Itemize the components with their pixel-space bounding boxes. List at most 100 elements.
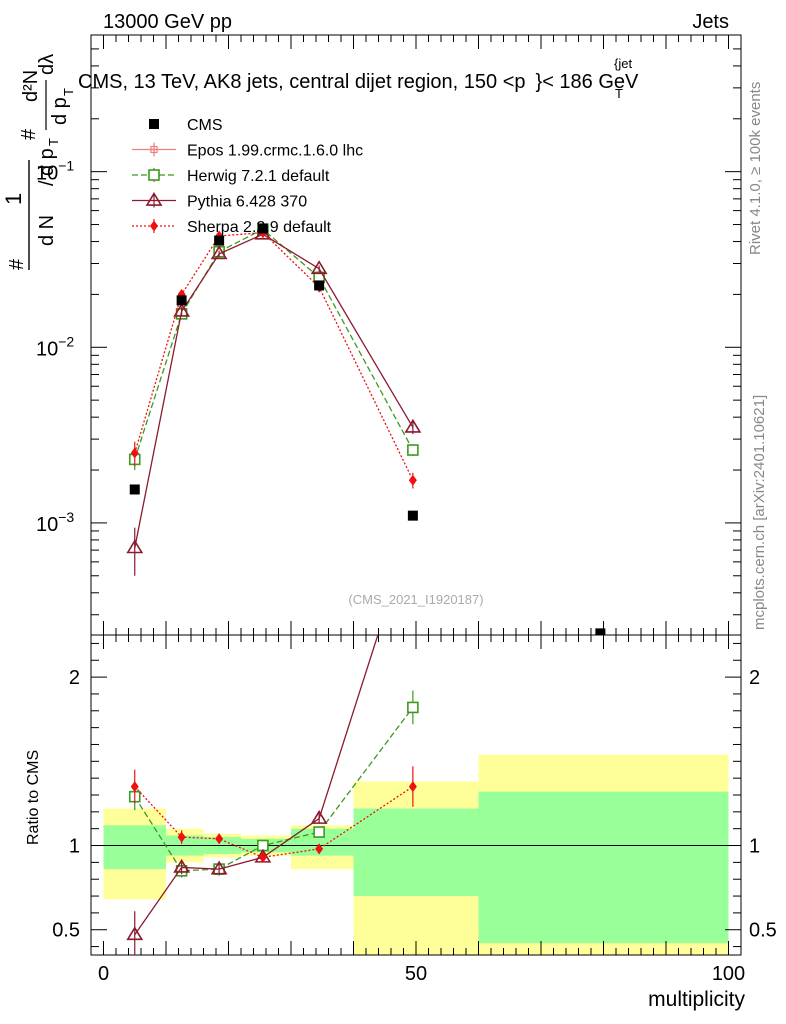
main-point [404, 418, 422, 433]
main-series-2 [126, 225, 422, 576]
rivet-version-label: Rivet 4.1.0, ≥ 100k events [747, 82, 764, 255]
mcplots-source-label: mcplots.cern.ch [arXiv:2401.10621] [751, 395, 768, 630]
energy-label: 13000 GeV pp [103, 11, 232, 33]
ratio-point [407, 701, 419, 714]
ratio-point [408, 781, 417, 793]
ratio-y-tick-label: 1 [69, 836, 80, 858]
y-tick-label: 10−1 [36, 158, 74, 185]
ratio-y-label: Ratio to CMS [25, 750, 42, 845]
legend-entry: Sherpa 2.2.9 default [132, 219, 332, 236]
ratio-point [210, 860, 228, 875]
y-axis-label: 1 # d N / d p T # d²N d p T dλ [1, 54, 76, 270]
legend-entry: Pythia 6.428 370 [132, 191, 307, 211]
y-label-dpt-sub: T [46, 138, 61, 146]
ratio-point [130, 781, 139, 793]
y-label-slash: / [36, 180, 58, 186]
plot-title-sup: {jet [614, 56, 632, 71]
ratio-point [315, 843, 324, 855]
legend-entry: CMS [149, 117, 223, 134]
cms-data-point [314, 280, 325, 291]
x-tick-label: 100 [712, 963, 745, 985]
y-tick-base: 10 [36, 514, 58, 536]
y-label-dN: d N [36, 215, 58, 246]
main-series-layer [126, 223, 606, 635]
cms-data-points [129, 223, 606, 635]
y-label-one: 1 [1, 193, 26, 205]
y-tick-exp: −1 [58, 158, 74, 174]
plot-title: CMS, 13 TeV, AK8 jets, central dijet reg… [78, 71, 639, 93]
plot-title-prefix: CMS, 13 TeV, AK8 jets, central dijet reg… [78, 71, 514, 93]
ratio-series-1 [126, 635, 379, 955]
main-point [130, 447, 139, 459]
ratio-point [126, 926, 144, 941]
y-tick-base: 10 [36, 338, 58, 360]
y-label-frac-dpt: d p [49, 97, 71, 125]
legend: CMS Epos 1.99.crmc.1.6.0 lhc Herwig 7.2.1 … [132, 117, 363, 236]
x-tick-label: 0 [98, 963, 109, 985]
legend-entry: Epos 1.99.crmc.1.6.0 lhc [132, 142, 363, 160]
y-label-den-hash: # [18, 128, 40, 140]
main-series-line [134, 233, 414, 549]
plot-title-p: p [514, 71, 525, 93]
analysis-watermark: (CMS_2021_I1920187) [348, 592, 483, 607]
y-tick-base: 10 [36, 163, 58, 185]
ratio-series-layer [126, 635, 419, 955]
band-green-5 [353, 808, 479, 897]
main-point [173, 302, 191, 317]
legend-marker [150, 220, 158, 232]
cms-data-point [595, 628, 606, 635]
main-point [408, 474, 417, 486]
y-label-hash: # [6, 258, 28, 270]
cms-data-point [129, 484, 140, 495]
y-tick-label: 10−3 [36, 509, 74, 536]
main-series-line [134, 231, 414, 481]
main-series-1 [128, 223, 419, 471]
ratio-point [310, 810, 328, 824]
cms-data-point [407, 510, 418, 521]
ratio-series-line [134, 707, 414, 872]
legend-label: Epos 1.99.crmc.1.6.0 lhc [187, 143, 363, 160]
y-label-d2N: d²N [20, 70, 42, 102]
ratio-series-line [134, 635, 379, 936]
legend-label: Sherpa 2.2.9 default [187, 219, 332, 236]
main-point [310, 260, 328, 275]
main-series-3 [130, 227, 417, 489]
legend-label: Pythia 6.428 370 [187, 194, 307, 211]
ratio-point [258, 851, 267, 863]
legend-marker [145, 191, 163, 206]
ratio-y-tick-label-right: 1 [749, 836, 760, 858]
y-label-dlambda: dλ [36, 54, 58, 75]
y-label-dpt: d p [36, 148, 58, 176]
plot-title-sub: T [615, 86, 623, 101]
ratio-series-line [134, 786, 414, 858]
ratio-y-tick-label-right: 0.5 [749, 920, 777, 942]
x-tick-label: 50 [405, 963, 427, 985]
band-green-0 [103, 825, 166, 870]
plot-title-after: }< 186 GeV [536, 71, 640, 93]
legend-entry: Herwig 7.2.1 default [132, 168, 330, 185]
ratio-point [313, 826, 325, 838]
y-label-frac-sub: T [61, 88, 76, 96]
ratio-point [215, 833, 224, 845]
main-point [210, 245, 228, 260]
y-tick-label: 10−2 [36, 333, 74, 360]
cms-data-point [214, 235, 225, 246]
main-point [407, 444, 419, 456]
ratio-y-tick-label: 0.5 [52, 920, 80, 942]
category-label: Jets [692, 11, 729, 33]
cms-data-point [176, 295, 187, 306]
x-axis-label: multiplicity [648, 988, 745, 1011]
ratio-point [177, 831, 186, 843]
main-point [126, 539, 144, 554]
legend-label: Herwig 7.2.1 default [187, 168, 330, 185]
ratio-point [173, 858, 191, 873]
ratio-y-tick-label: 2 [69, 667, 80, 689]
cms-data-point [257, 223, 268, 234]
legend-marker [149, 119, 159, 129]
main-series-line [134, 228, 414, 460]
legend-label: CMS [187, 117, 223, 134]
ratio-y-tick-label-right: 2 [749, 667, 760, 689]
legend-marker [148, 169, 160, 181]
